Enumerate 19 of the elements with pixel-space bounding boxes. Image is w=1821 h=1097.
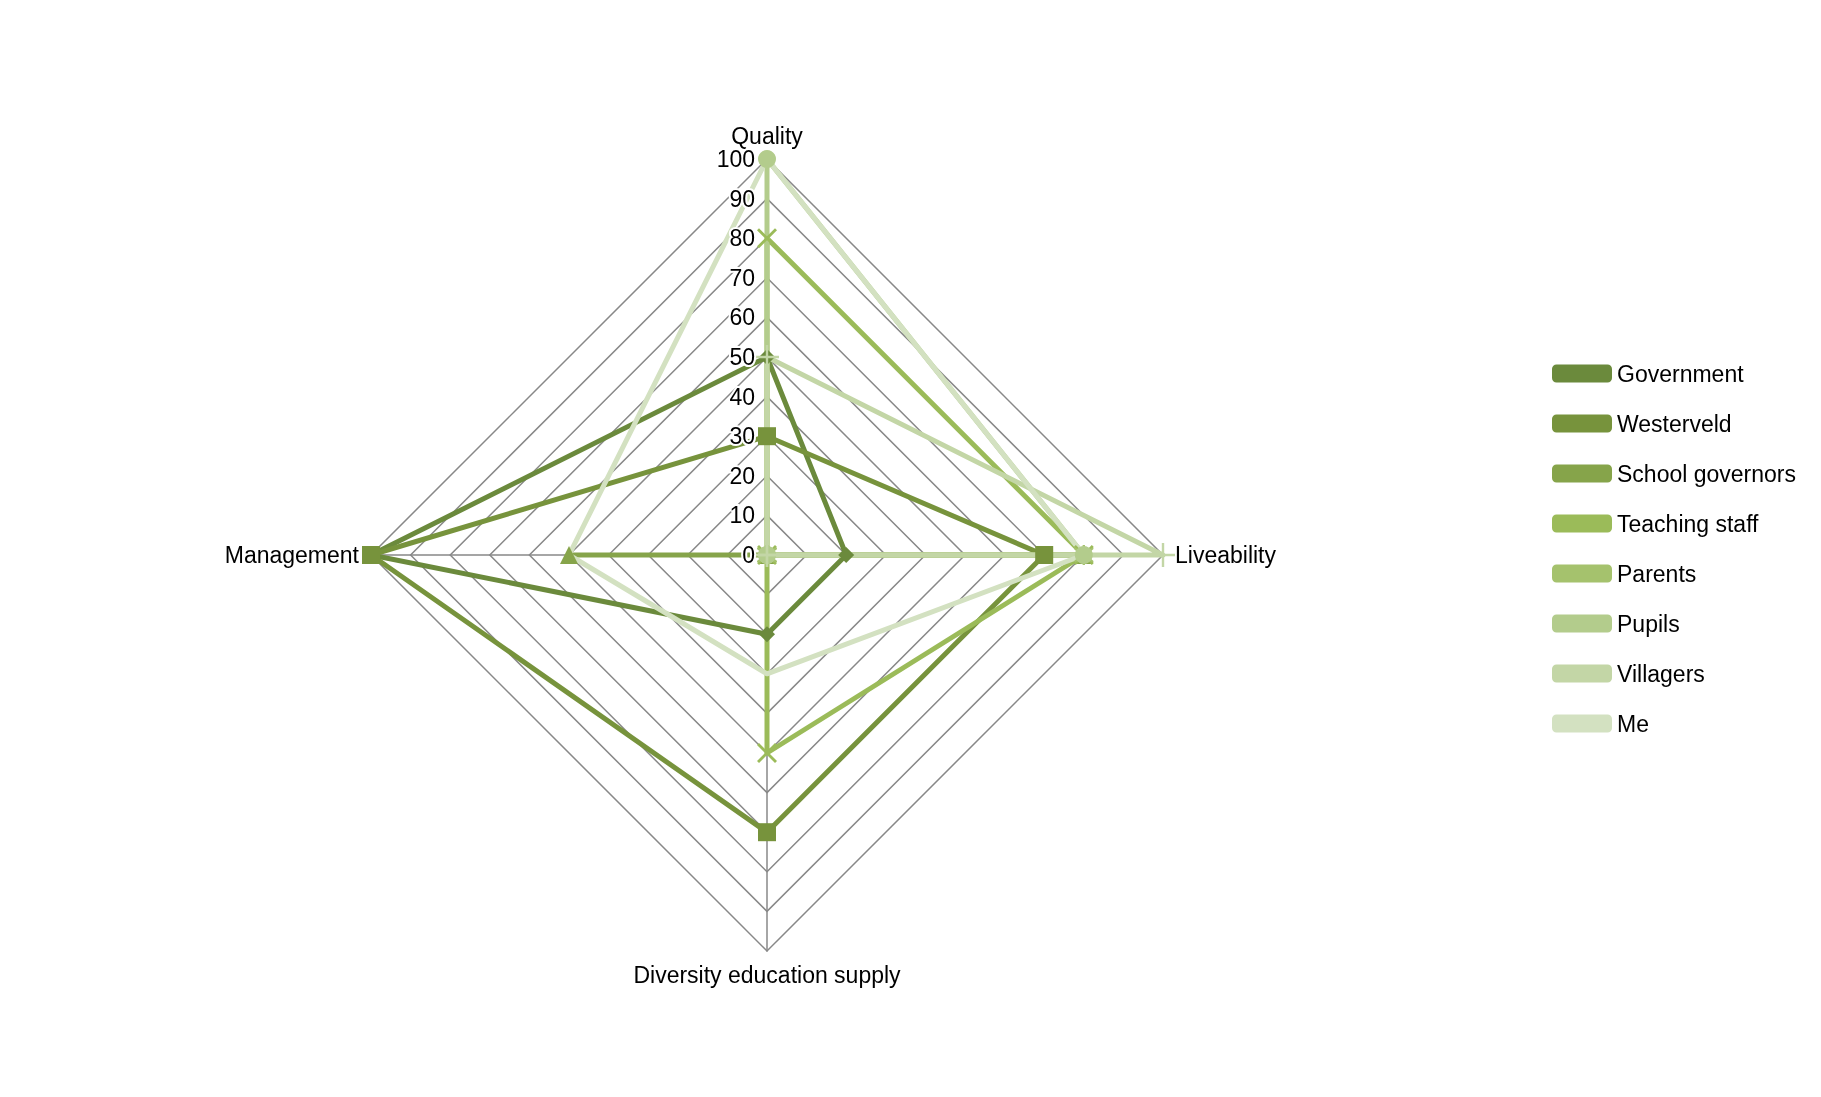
legend-label: Government — [1617, 360, 1745, 387]
legend-label: Pupils — [1617, 610, 1680, 637]
legend-label: Parents — [1617, 560, 1697, 587]
y-tick-label: 20 — [729, 462, 755, 489]
legend-label: Westerveld — [1617, 410, 1732, 437]
y-tick-label: 60 — [729, 304, 755, 331]
y-tick-label: 90 — [729, 185, 755, 212]
legend-label: Teaching staff — [1617, 510, 1760, 537]
legend-label: Villagers — [1617, 660, 1705, 687]
legend-label: School governors — [1617, 460, 1797, 487]
spoke-label: Diversity education supply — [633, 961, 902, 988]
legend-label: Me — [1617, 710, 1649, 737]
y-tick-label: 40 — [729, 383, 755, 410]
y-tick-label: 80 — [729, 225, 755, 252]
y-tick-label: 10 — [729, 502, 755, 529]
y-tick-label: 70 — [729, 264, 755, 291]
spoke-label: Liveability — [1175, 542, 1277, 568]
spoke-label: Management — [224, 542, 360, 568]
y-tick-label: 50 — [729, 344, 755, 370]
